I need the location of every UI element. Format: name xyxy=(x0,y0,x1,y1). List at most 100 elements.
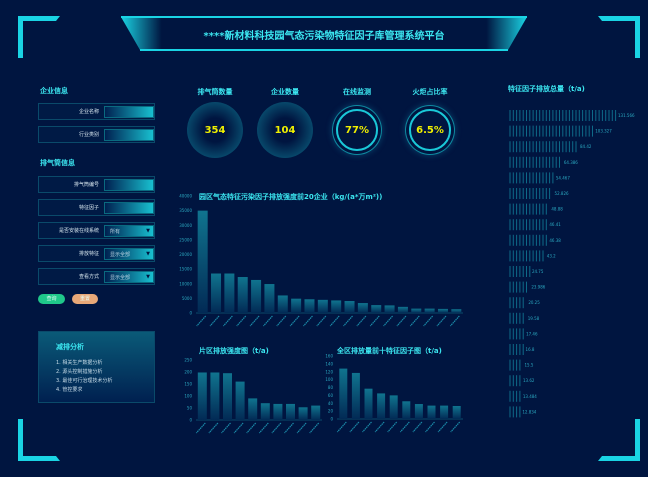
bar[interactable] xyxy=(509,390,521,402)
bar[interactable] xyxy=(311,405,321,420)
bar[interactable] xyxy=(509,266,531,277)
x-tick-label xyxy=(233,422,244,434)
bar[interactable] xyxy=(317,299,328,313)
x-tick-label xyxy=(412,421,423,433)
text-input[interactable] xyxy=(104,179,154,191)
field-label: 特征因子 xyxy=(78,205,99,211)
data-label: 20.25 xyxy=(528,300,540,305)
bar[interactable] xyxy=(414,404,423,419)
bar[interactable] xyxy=(364,388,373,419)
chart-title-top20: 园区气态特征污染因子排放强度前20企业（kg/(a*万m²)) xyxy=(199,193,383,201)
bar[interactable] xyxy=(344,301,355,313)
bar[interactable] xyxy=(197,372,207,420)
bar[interactable] xyxy=(339,368,348,419)
bar[interactable] xyxy=(286,403,295,420)
field-label: 企业名称 xyxy=(78,109,99,115)
text-input[interactable] xyxy=(104,202,154,214)
bar[interactable] xyxy=(509,250,544,262)
data-label: 19.58 xyxy=(528,316,540,321)
bar[interactable] xyxy=(509,281,527,293)
y-tick-label: 20 xyxy=(328,409,334,414)
bar[interactable] xyxy=(224,273,235,313)
bar[interactable] xyxy=(452,406,461,419)
bar[interactable] xyxy=(509,234,547,246)
kpi-value: 6.5% xyxy=(409,109,451,151)
bar[interactable] xyxy=(291,298,302,313)
bar[interactable] xyxy=(509,312,524,324)
bar[interactable] xyxy=(357,303,368,313)
bar[interactable] xyxy=(331,300,342,313)
text-input[interactable] xyxy=(104,106,154,118)
bar[interactable] xyxy=(298,407,308,420)
bar[interactable] xyxy=(197,210,208,313)
x-tick-label xyxy=(246,422,257,434)
bar[interactable] xyxy=(402,401,411,419)
bar[interactable] xyxy=(264,284,275,313)
bar[interactable] xyxy=(509,406,521,418)
bar[interactable] xyxy=(509,375,521,387)
bar[interactable] xyxy=(509,203,547,215)
bar[interactable] xyxy=(223,373,232,420)
bar[interactable] xyxy=(304,299,315,313)
bar[interactable] xyxy=(509,328,524,340)
bar[interactable] xyxy=(237,277,248,313)
bar[interactable] xyxy=(509,344,524,355)
bar[interactable] xyxy=(509,125,593,137)
select-field[interactable]: 显示全部 ▼ xyxy=(104,271,154,283)
bar[interactable] xyxy=(273,403,283,420)
reduction-link[interactable]: 1. 相关生产数据分析 xyxy=(56,360,103,366)
bar[interactable] xyxy=(451,309,462,313)
y-tick-label: 15000 xyxy=(179,267,192,272)
reduction-link[interactable]: 2. 源头控制措施分析 xyxy=(56,369,103,375)
bar[interactable] xyxy=(440,405,449,419)
bar[interactable] xyxy=(509,219,547,231)
kpi-label: 排气筒数量 xyxy=(197,88,233,96)
bar[interactable] xyxy=(397,306,408,313)
bar[interactable] xyxy=(427,405,436,419)
bar[interactable] xyxy=(211,273,222,313)
form-row: 查看方式 显示全部 ▼ xyxy=(38,268,155,285)
bar[interactable] xyxy=(389,395,398,419)
select-field[interactable]: 显示全部 ▼ xyxy=(104,248,154,260)
bar[interactable] xyxy=(509,110,617,121)
bar[interactable] xyxy=(351,372,360,419)
x-tick-label xyxy=(309,422,320,434)
bar[interactable] xyxy=(371,305,382,313)
select-field[interactable]: 所有 ▼ xyxy=(104,225,154,237)
bar[interactable] xyxy=(248,398,258,420)
bar[interactable] xyxy=(509,172,554,184)
bar[interactable] xyxy=(437,308,448,313)
corner-decoration xyxy=(598,16,640,58)
form-row: 特征因子 xyxy=(38,199,155,216)
bar[interactable] xyxy=(251,279,262,313)
bar[interactable] xyxy=(509,141,577,153)
data-label: 24.75 xyxy=(532,269,544,274)
bar[interactable] xyxy=(384,305,395,313)
form-row: 行业类别 xyxy=(38,126,155,143)
query-button[interactable]: 查询 xyxy=(38,294,65,304)
x-tick-label xyxy=(349,421,360,433)
x-tick-label xyxy=(303,315,313,327)
x-tick-label xyxy=(284,422,294,434)
reset-button[interactable]: 重置 xyxy=(72,294,98,304)
text-input[interactable] xyxy=(104,129,154,141)
bar[interactable] xyxy=(509,156,560,168)
reduction-link[interactable]: 3. 最佳可行治理技术分析 xyxy=(56,378,113,384)
header-frame xyxy=(121,16,527,51)
kpi-label: 火炬占比率 xyxy=(412,88,448,96)
stack-section-title: 排气筒信息 xyxy=(40,159,75,167)
bar[interactable] xyxy=(411,308,422,313)
bar[interactable] xyxy=(424,308,435,313)
bar[interactable] xyxy=(377,393,386,419)
bar[interactable] xyxy=(509,297,524,309)
x-tick-label xyxy=(262,315,273,327)
bar[interactable] xyxy=(509,359,521,371)
bar[interactable] xyxy=(210,372,220,420)
bar[interactable] xyxy=(260,403,270,420)
field-label: 是否安装在线系统 xyxy=(58,228,99,234)
bar[interactable] xyxy=(509,188,551,199)
bar[interactable] xyxy=(235,381,245,420)
bar[interactable] xyxy=(277,295,288,313)
y-tick-label: 100 xyxy=(184,394,192,399)
reduction-link[interactable]: 4. 管控要求 xyxy=(56,387,83,393)
